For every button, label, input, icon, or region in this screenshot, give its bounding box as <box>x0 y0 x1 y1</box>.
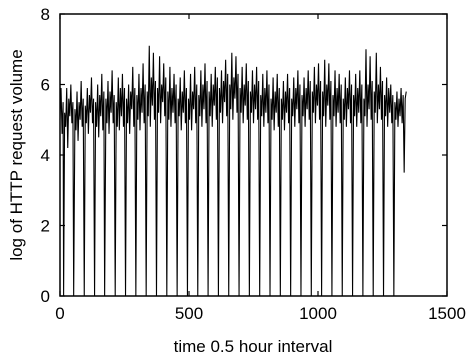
y-tick-label: 8 <box>41 5 50 24</box>
x-tick-label: 0 <box>55 304 64 323</box>
x-tick-label: 500 <box>175 304 203 323</box>
y-tick-label: 0 <box>41 287 50 306</box>
plot-area <box>59 45 407 297</box>
x-axis-ticks: 0 500 1000 1500 <box>55 14 466 323</box>
x-axis-label: time 0.5 hour interval <box>174 337 333 356</box>
y-tick-label: 4 <box>41 146 50 165</box>
x-tick-label: 1500 <box>428 304 466 323</box>
y-tick-label: 6 <box>41 76 50 95</box>
y-axis-label: log of HTTP request volume <box>7 49 26 260</box>
y-tick-label: 2 <box>41 217 50 236</box>
series-line <box>59 45 407 297</box>
y-axis-ticks: 0 2 4 6 8 <box>41 5 447 306</box>
x-tick-label: 1000 <box>299 304 337 323</box>
